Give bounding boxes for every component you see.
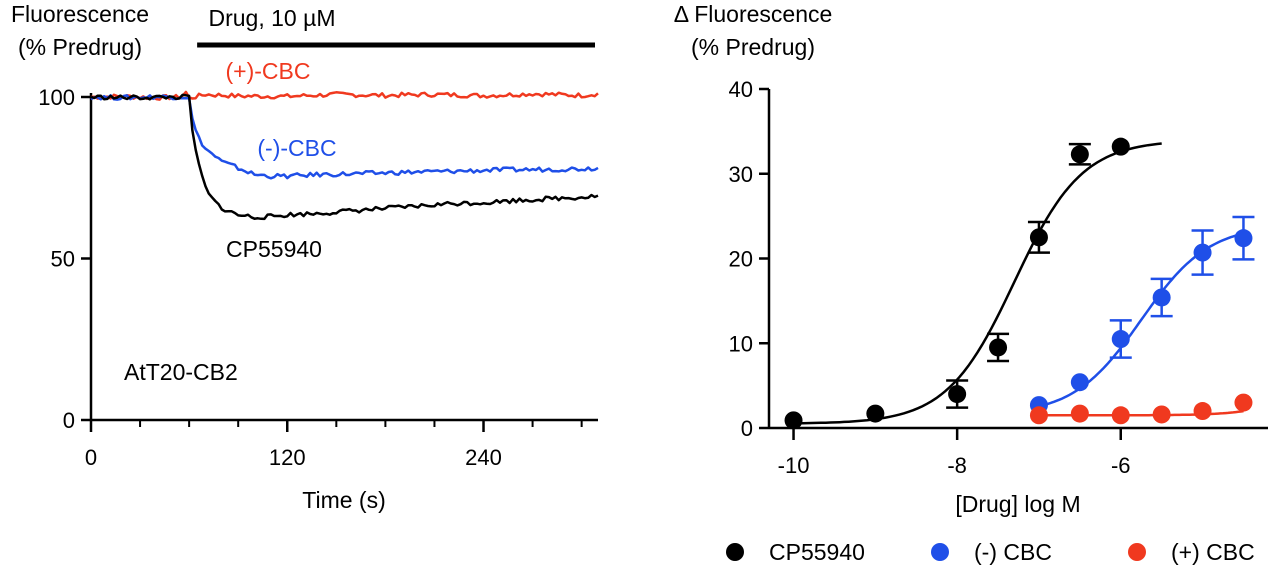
left-axes: 0 50 100 0 120 240 (38, 85, 598, 470)
legend-marker-cp (726, 543, 744, 561)
data-point-cp (1111, 137, 1130, 156)
legend: CP55940 (-) CBC (+) CBC (726, 539, 1255, 565)
right-ylabel-line1: Δ Fluorescence (674, 1, 833, 27)
right-y-tick-label: 10 (729, 331, 753, 356)
data-point-minus (1111, 330, 1130, 349)
left-x-tick-label: 120 (269, 445, 306, 470)
right-y-tick-label: 0 (741, 416, 753, 441)
right-x-tick-label: -10 (778, 453, 810, 478)
left-x-tick-label: 0 (85, 445, 97, 470)
right-axes: 0 10 20 30 40 -10 -8 -6 (729, 77, 1268, 478)
data-point-cp (989, 338, 1008, 357)
data-point-plus (1152, 405, 1171, 424)
right-x-tick-label: -6 (1111, 453, 1131, 478)
trace-label-cp55940: CP55940 (226, 236, 322, 262)
data-point-cp (1029, 228, 1048, 247)
data-point-minus (1234, 229, 1253, 248)
trace-plus (90, 90, 599, 101)
right-x-tick-label: -8 (947, 453, 967, 478)
right-xlabel: [Drug] log M (955, 491, 1080, 517)
legend-label: (-) CBC (974, 539, 1052, 565)
concentration-response-panel: Δ Fluorescence (% Predrug) 0 10 20 30 40 -10 -… (674, 1, 1268, 565)
left-y-tick-label: 0 (63, 408, 75, 433)
legend-label: CP55940 (769, 539, 865, 565)
left-traces (90, 90, 599, 221)
data-point-plus (1070, 404, 1089, 423)
right-y-tick-label: 20 (729, 247, 753, 272)
data-point-cp (948, 385, 967, 404)
legend-marker-minus (931, 543, 949, 561)
data-point-plus (1234, 393, 1253, 412)
cell-line-annotation: AtT20-CB2 (124, 359, 238, 385)
left-ylabel-line1: Fluorescence (11, 1, 149, 27)
legend-marker-plus (1128, 543, 1146, 561)
right-ylabel-line2: (% Predrug) (691, 34, 815, 60)
trace-label-minus-cbc: (-)-CBC (257, 135, 336, 161)
data-point-plus (1029, 406, 1048, 425)
fit-curve-minus (1038, 232, 1244, 408)
drug-bar-label: Drug, 10 µM (208, 5, 335, 31)
data-point-minus (1152, 288, 1171, 307)
right-fit-curves (793, 142, 1244, 425)
right-y-tick-label: 40 (729, 77, 753, 102)
data-point-plus (1193, 402, 1212, 421)
fit-curve-plus (1039, 409, 1244, 417)
trace-label-plus-cbc: (+)-CBC (226, 58, 311, 84)
data-point-plus (1111, 406, 1130, 425)
left-y-tick-label: 50 (51, 247, 75, 272)
trace-minus (90, 94, 599, 180)
right-y-tick-label: 30 (729, 162, 753, 187)
left-xlabel: Time (s) (302, 487, 385, 513)
data-point-minus (1193, 243, 1212, 262)
data-point-cp (1070, 145, 1089, 164)
legend-label: (+) CBC (1171, 539, 1255, 565)
data-point-cp (866, 404, 885, 423)
time-course-panel: Fluorescence (% Predrug) Drug, 10 µM 0 50… (11, 1, 599, 513)
data-point-cp (784, 411, 803, 430)
data-point-minus (1070, 373, 1089, 392)
trace-cp (90, 93, 599, 221)
fit-curve-cp (793, 142, 1162, 425)
left-y-tick-label: 100 (38, 85, 75, 110)
left-x-tick-label: 240 (465, 445, 502, 470)
left-ylabel-line2: (% Predrug) (18, 34, 142, 60)
right-data-points (784, 137, 1255, 430)
